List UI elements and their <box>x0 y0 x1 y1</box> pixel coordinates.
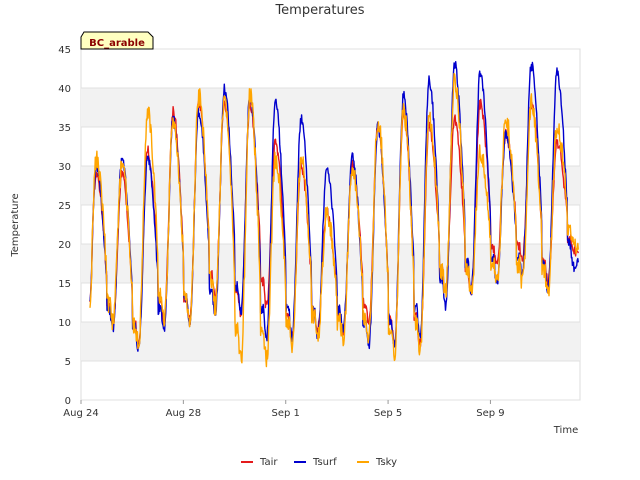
y-axis-label: Temperature <box>10 193 21 257</box>
y-tick-label: 15 <box>58 279 71 290</box>
x-axis-label: Time <box>553 425 578 436</box>
y-tick-label: 40 <box>58 84 71 95</box>
y-tick-label: 20 <box>58 240 71 251</box>
x-tick-label: Aug 24 <box>63 408 98 419</box>
site-badge-label: BC_arable <box>89 38 145 49</box>
y-tick-label: 30 <box>58 162 71 173</box>
chart-title: Temperatures <box>274 3 364 18</box>
legend-label: Tsurf <box>312 457 337 468</box>
x-tick-label: Sep 5 <box>374 408 402 419</box>
y-tick-label: 0 <box>65 396 71 407</box>
y-tick-label: 5 <box>65 357 71 368</box>
y-axis-ticks: 0 5 10 15 20 25 30 35 40 45 <box>58 45 71 407</box>
legend-item-tsky: Tsky <box>357 457 397 468</box>
site-badge: BC_arable <box>80 31 154 50</box>
legend: Tair Tsurf Tsky <box>241 457 397 468</box>
legend-label: Tsky <box>375 457 397 468</box>
x-tick-label: Aug 28 <box>166 408 201 419</box>
y-tick-label: 45 <box>58 45 71 56</box>
series-line-tsky <box>89 72 579 368</box>
x-axis-ticks: Aug 24 Aug 28 Sep 1 Sep 5 Sep 9 <box>63 400 505 419</box>
grid-band <box>81 322 580 361</box>
series-lines <box>89 61 579 368</box>
x-tick-label: Sep 9 <box>476 408 504 419</box>
legend-item-tsurf: Tsurf <box>294 457 337 468</box>
legend-item-tair: Tair <box>241 457 278 468</box>
legend-label: Tair <box>259 457 278 468</box>
y-tick-label: 35 <box>58 123 71 134</box>
x-tick-label: Sep 1 <box>272 408 300 419</box>
y-tick-label: 10 <box>58 318 71 329</box>
grid-band <box>81 88 580 127</box>
y-tick-label: 25 <box>58 201 71 212</box>
